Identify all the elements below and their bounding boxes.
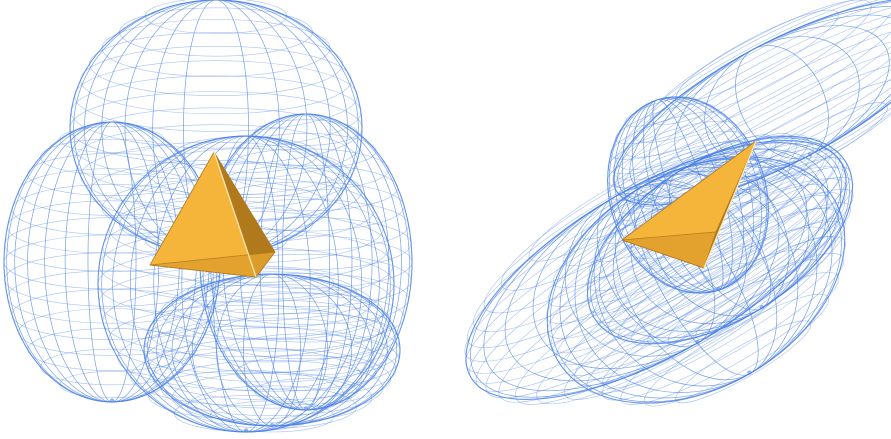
wire-parallel bbox=[615, 103, 715, 145]
wire-parallel bbox=[27, 328, 197, 371]
wire-parallel bbox=[147, 299, 397, 363]
wire-parallel bbox=[40, 138, 184, 176]
wire-parallel bbox=[618, 188, 854, 343]
wire-parallel bbox=[160, 283, 384, 341]
wire-parallel bbox=[464, 141, 827, 362]
wire-sphere-bottom bbox=[143, 267, 401, 433]
wire-parallel bbox=[89, 32, 343, 96]
wire-parallel bbox=[633, 0, 891, 143]
wire-parallel bbox=[187, 385, 357, 429]
wire-parallel bbox=[101, 19, 331, 77]
wire-pole bbox=[109, 398, 115, 403]
wire-parallel bbox=[108, 304, 384, 375]
wire-parallel bbox=[209, 267, 335, 300]
wire-meridian bbox=[483, 148, 829, 392]
wire-parallel bbox=[4, 252, 220, 307]
wire-parallel bbox=[651, 46, 891, 211]
wire-parallel bbox=[174, 136, 318, 173]
tetra-face-bottom bbox=[149, 251, 276, 278]
wire-parallel bbox=[498, 192, 845, 403]
wire-parallel bbox=[602, 278, 784, 389]
wire-parallel bbox=[612, 1, 891, 190]
wire-parallel bbox=[153, 348, 391, 409]
wire-parallel bbox=[235, 133, 377, 169]
wire-pole bbox=[269, 423, 275, 428]
wire-parallel bbox=[475, 166, 847, 392]
wire-parallel bbox=[144, 327, 400, 392]
wire-meridian bbox=[483, 148, 829, 392]
wire-parallel bbox=[117, 325, 375, 391]
wire-parallel bbox=[624, 96, 698, 127]
wire-parallel bbox=[643, 293, 830, 407]
wire-parallel bbox=[580, 156, 717, 240]
wire-pole bbox=[716, 286, 721, 292]
wire-parallel bbox=[614, 7, 891, 197]
wire-parallel bbox=[74, 60, 358, 132]
wire-parallel bbox=[473, 135, 797, 332]
wire-meridian bbox=[704, 36, 860, 168]
wire-parallel bbox=[40, 348, 184, 386]
tetrahedron-right bbox=[621, 139, 757, 269]
wire-parallel bbox=[7, 270, 217, 324]
wire-parallel bbox=[222, 333, 390, 376]
wire-parallel bbox=[209, 400, 335, 433]
wire-parallel bbox=[130, 347, 362, 406]
wire-meridian bbox=[704, 36, 860, 168]
tetra-face-bottom bbox=[621, 231, 717, 269]
wire-parallel bbox=[59, 371, 165, 398]
wire-parallel bbox=[675, 320, 812, 404]
wire-parallel bbox=[80, 45, 352, 115]
wire-parallel bbox=[70, 75, 362, 149]
wire-parallel bbox=[27, 153, 197, 196]
right-ellipsoid-cluster bbox=[464, 0, 891, 407]
wire-parallel bbox=[200, 253, 412, 308]
wire-parallel bbox=[616, 0, 891, 170]
left-sphere-cluster bbox=[3, 0, 413, 433]
wire-parallel bbox=[483, 135, 776, 314]
wire-parallel bbox=[647, 217, 846, 347]
wire-meridian bbox=[470, 142, 842, 398]
wire-parallel bbox=[143, 317, 401, 383]
tetra-edge bbox=[213, 151, 257, 278]
wire-parallel bbox=[620, 272, 839, 405]
wire-parallel bbox=[59, 126, 165, 153]
wire-parallel bbox=[623, 0, 891, 158]
wire-parallel bbox=[610, 111, 728, 160]
wire-parallel bbox=[145, 0, 287, 34]
wire-meridian bbox=[470, 142, 842, 398]
tetrahedron-left bbox=[149, 151, 276, 278]
tetra-edge bbox=[703, 140, 757, 269]
wire-parallel bbox=[187, 271, 357, 315]
wire-parallel bbox=[171, 372, 373, 423]
wire-parallel bbox=[467, 137, 814, 348]
wire-parallel bbox=[564, 207, 842, 376]
wire-parallel bbox=[160, 359, 384, 417]
wire-parallel bbox=[235, 355, 377, 391]
wire-parallel bbox=[601, 253, 845, 401]
wire-parallel bbox=[650, 0, 872, 125]
wire-parallel bbox=[119, 7, 313, 57]
wire-ellipsoid-top bbox=[612, 0, 891, 211]
wire-pole bbox=[747, 370, 752, 375]
wire-parallel bbox=[607, 120, 738, 175]
wire-parallel bbox=[147, 370, 345, 420]
wire-parallel bbox=[631, 202, 852, 346]
wire-parallel bbox=[147, 148, 345, 198]
wire-parallel bbox=[465, 148, 837, 374]
wire-parallel bbox=[254, 119, 358, 146]
wire-parallel bbox=[147, 337, 397, 401]
